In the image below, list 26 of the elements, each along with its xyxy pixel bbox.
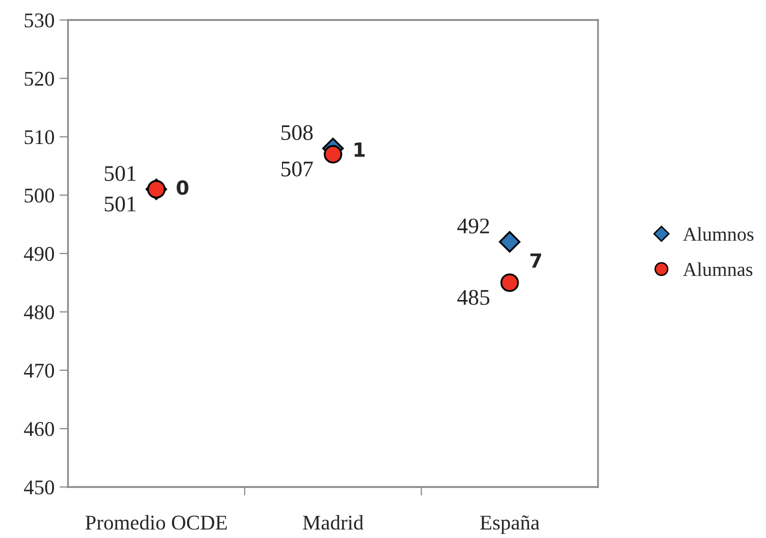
y-tick-label: 450 [24,480,54,494]
x-tick-label: Promedio OCDE [85,515,227,530]
x-tick-label: España [480,515,540,534]
point [324,145,342,164]
annotation: 0 [176,180,188,195]
annotation: 1 [354,142,365,157]
data-label: 492 [457,218,489,234]
legend-label: Alumnos [683,227,754,241]
y-tick-label: 520 [24,72,54,86]
legend-label: Alumnas [683,262,752,276]
annotation: 7 [530,253,542,268]
y-tick-label: 510 [24,130,54,144]
data-label: 508 [282,125,313,140]
point [500,273,519,292]
data-label: 501 [104,166,136,181]
y-tick-label: 500 [24,188,54,203]
data-label: 501 [104,196,136,212]
y-tick-label: 460 [24,422,54,436]
x-tick-label: Madrid [302,515,364,530]
y-tick-label: 470 [24,364,54,378]
y-tick-label: 530 [24,13,54,28]
y-tick-label: 490 [24,246,54,261]
y-tick-label: 480 [24,305,54,320]
data-label: 485 [457,290,490,305]
data-label: 507 [282,161,313,176]
point [498,231,520,253]
